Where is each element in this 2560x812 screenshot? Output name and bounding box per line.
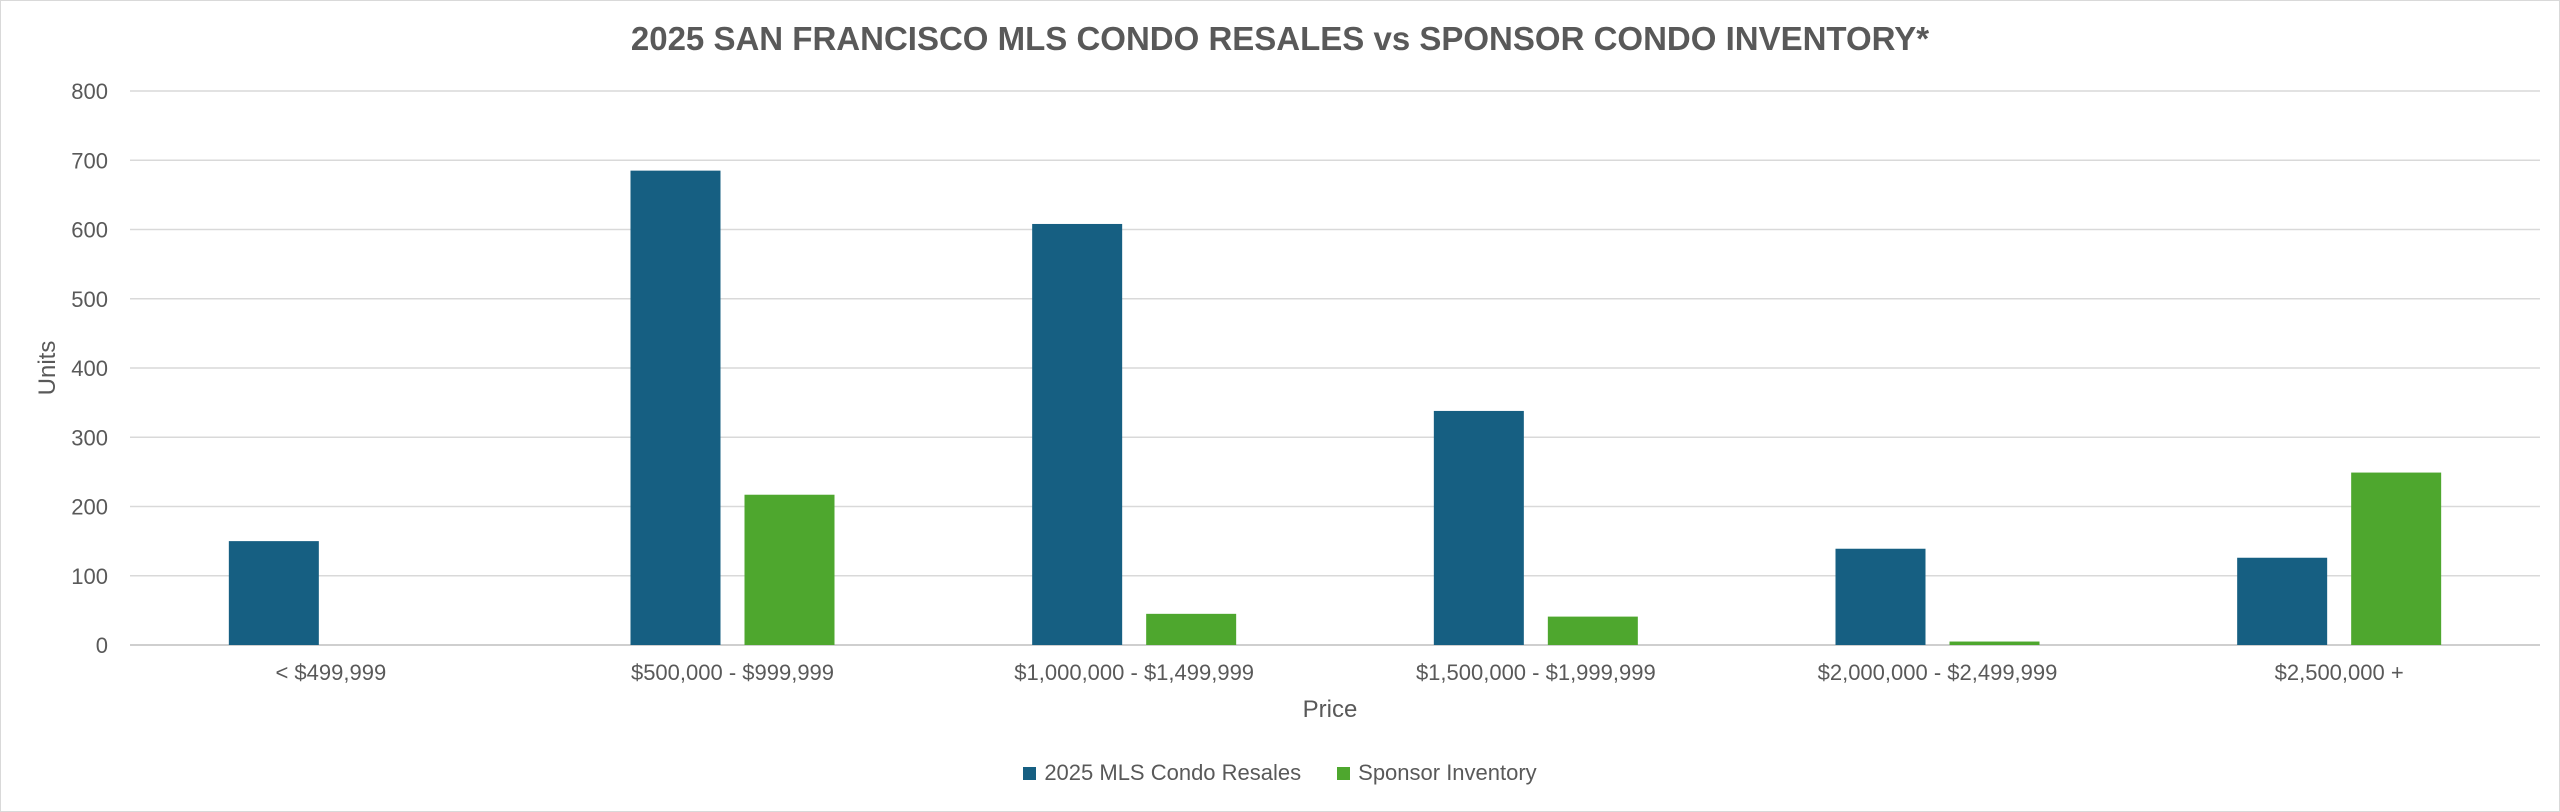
legend: 2025 MLS Condo Resales Sponsor Inventory — [0, 760, 2560, 786]
y-tick-label: 700 — [71, 148, 108, 173]
bar-mls-resales — [1835, 548, 1926, 645]
legend-item-mls-resales: 2025 MLS Condo Resales — [1023, 760, 1301, 786]
x-axis-ticks: < $499,999 $500,000 - $999,999 $1,000,000 … — [275, 660, 2403, 685]
x-axis-label: Price — [1303, 696, 1358, 723]
bar-sponsor-inventory — [1547, 616, 1638, 645]
bar-sponsor-inventory — [2351, 472, 2442, 645]
y-tick-label: 0 — [96, 633, 108, 658]
y-tick-label: 200 — [71, 495, 108, 520]
bar-mls-resales — [228, 541, 319, 645]
bars — [228, 170, 2442, 645]
x-tick-label: $1,000,000 - $1,499,999 — [1014, 660, 1254, 685]
bar-mls-resales — [1433, 410, 1524, 645]
x-tick-label: $2,500,000 + — [2275, 660, 2404, 685]
x-tick-label: $2,000,000 - $2,499,999 — [1818, 660, 2058, 685]
gridlines — [130, 90, 2540, 646]
legend-label-sponsor-inventory: Sponsor Inventory — [1358, 760, 1537, 785]
bar-mls-resales — [630, 170, 721, 645]
bar-sponsor-inventory — [744, 494, 835, 645]
legend-swatch-sponsor-inventory — [1337, 766, 1351, 780]
y-axis-ticks: 0 100 200 300 400 500 600 700 800 — [71, 79, 108, 658]
x-tick-label: $1,500,000 - $1,999,999 — [1416, 660, 1656, 685]
y-axis-label: Units — [34, 341, 61, 396]
x-tick-label: $500,000 - $999,999 — [631, 660, 834, 685]
y-tick-label: 800 — [71, 79, 108, 104]
y-tick-label: 400 — [71, 356, 108, 381]
bar-mls-resales — [2237, 557, 2328, 645]
x-tick-label: < $499,999 — [275, 660, 386, 685]
bar-sponsor-inventory — [1949, 641, 2040, 645]
y-tick-label: 300 — [71, 425, 108, 450]
y-tick-label: 500 — [71, 287, 108, 312]
chart-title: 2025 SAN FRANCISCO MLS CONDO RESALES vs … — [631, 20, 1929, 57]
bar-mls-resales — [1032, 223, 1123, 645]
y-tick-label: 600 — [71, 218, 108, 243]
legend-item-sponsor-inventory: Sponsor Inventory — [1337, 760, 1537, 786]
y-tick-label: 100 — [71, 564, 108, 589]
legend-swatch-mls-resales — [1023, 766, 1037, 780]
bar-sponsor-inventory — [1146, 613, 1237, 645]
legend-label-mls-resales: 2025 MLS Condo Resales — [1044, 760, 1302, 785]
